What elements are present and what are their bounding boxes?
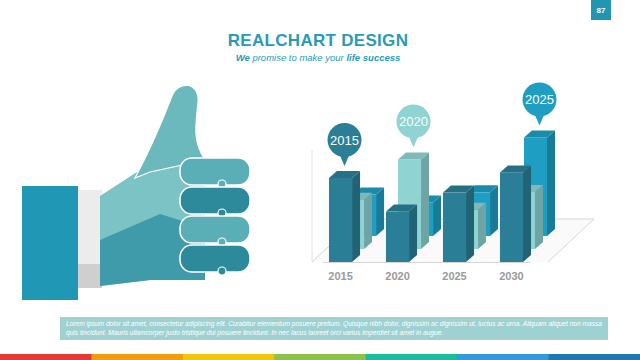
color-strip (0, 354, 92, 360)
bar-side (523, 165, 531, 262)
annotation-bubble (522, 82, 556, 116)
bar-side (433, 195, 441, 236)
finger (180, 187, 250, 214)
page-number-box (591, 0, 611, 20)
subtitle: We promise to make your life success (236, 52, 401, 63)
color-strip (366, 354, 458, 360)
finger (180, 245, 250, 272)
puzzle-nub (218, 267, 226, 275)
x-tick-label: 2025 (442, 270, 466, 282)
bar-side (535, 185, 543, 249)
x-tick: 2020 (385, 262, 409, 282)
bar-top (524, 130, 555, 137)
bar-side (409, 205, 417, 262)
y-axis-line (312, 150, 313, 262)
slide-canvas: 87 REALCHART DESIGN We promise to make you… (0, 0, 640, 360)
bar (443, 193, 466, 262)
color-strip (549, 354, 640, 360)
color-strip (274, 354, 366, 360)
bar-side (547, 130, 555, 236)
annotation-bubble (328, 123, 362, 157)
annotation-label: 2020 (399, 114, 428, 129)
annotations: 2015 2020 2025 (328, 82, 557, 166)
slide: 87 REALCHART DESIGN We promise to make you… (0, 0, 640, 360)
bar (329, 178, 352, 262)
bar-top (500, 165, 531, 172)
color-strip (183, 354, 275, 360)
bar-top (329, 171, 360, 178)
footer-text: Lorem ipsum dolor sit amet, consectetur … (60, 317, 608, 340)
color-strip (91, 354, 183, 360)
x-axis: 2015 2020 2025 2030 (323, 262, 531, 282)
cuff (78, 190, 102, 288)
x-tick-label: 2015 (328, 270, 352, 282)
sleeve (22, 186, 78, 300)
annotation-bubble (397, 104, 431, 138)
bars (329, 130, 555, 262)
x-tick: 2025 (442, 262, 466, 282)
x-tick: 2030 (499, 262, 523, 282)
bar-top (443, 186, 474, 193)
bar-side (364, 193, 372, 249)
bar-side (352, 171, 360, 262)
bar-side (376, 188, 384, 236)
bar-side (466, 186, 474, 262)
thumbs-up-icon (22, 85, 250, 300)
x-tick-label: 2020 (385, 270, 409, 282)
x-tick: 2015 (328, 262, 352, 282)
annotation-label: 2025 (525, 92, 554, 107)
color-strip (457, 354, 549, 360)
bar-side (490, 185, 498, 236)
bar (500, 172, 523, 262)
page-number: 87 (597, 6, 606, 15)
bar-top (398, 152, 429, 159)
x-tick-label: 2030 (499, 270, 523, 282)
bar-side (421, 152, 429, 249)
bar-side (478, 203, 486, 249)
finger (180, 158, 250, 185)
title: REALCHART DESIGN (228, 31, 408, 50)
bar (386, 212, 409, 262)
x-axis-line (323, 262, 531, 263)
cuff-shade (78, 264, 102, 288)
finger (180, 216, 250, 243)
bar-top (386, 205, 417, 212)
annotation-label: 2015 (330, 133, 359, 148)
